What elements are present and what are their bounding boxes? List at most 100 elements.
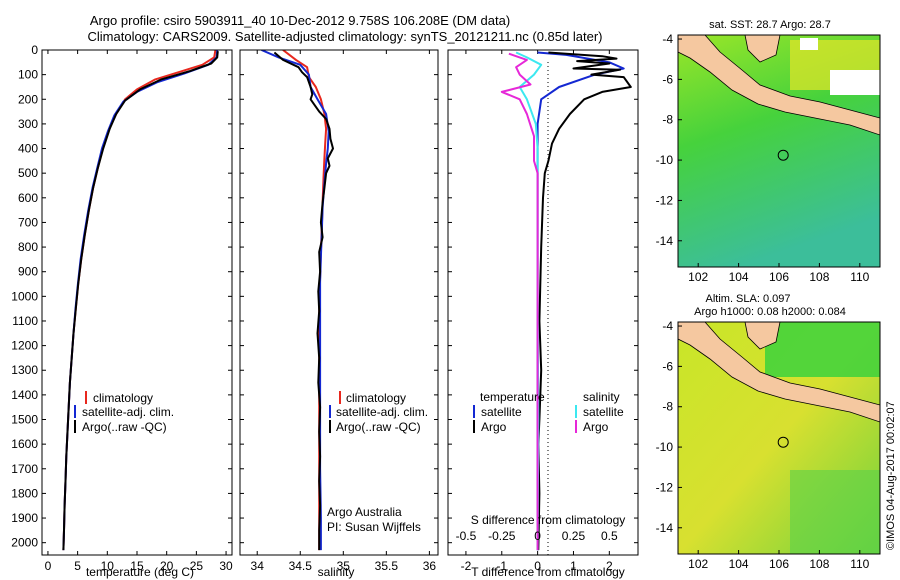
map-x-tick-label: 110 xyxy=(850,270,869,284)
sla-high-patch xyxy=(765,322,880,377)
s-diff-tick-label: 0.25 xyxy=(562,529,586,543)
map-x-tick-label: 108 xyxy=(809,270,829,284)
legend-satellite: satellite-adj. clim. xyxy=(82,405,174,419)
map-x-tick-label: 102 xyxy=(688,557,708,571)
y-tick-label: 600 xyxy=(18,191,38,205)
legend-climatology: climatology xyxy=(93,391,153,405)
series-line-1-2 xyxy=(273,51,334,551)
map-y-tick-label: -8 xyxy=(662,400,673,414)
map-y-tick-label: -8 xyxy=(662,113,673,127)
figure-title-line1: Argo profile: csiro 5903911_40 10-Dec-20… xyxy=(90,13,510,28)
temperature-frame xyxy=(41,49,233,556)
y-tick-label: 100 xyxy=(18,68,38,82)
x-tick-label: 30 xyxy=(219,559,233,573)
s-diff-tick-label: -0.25 xyxy=(488,529,516,543)
t-diff-xlabel: T difference from climatology xyxy=(471,565,625,579)
y-tick-label: 400 xyxy=(18,142,38,156)
x-tick-label: 35.5 xyxy=(375,559,399,573)
sla-map: Altim. SLA: 0.097 Argo h1000: 0.08 h2000… xyxy=(656,293,881,571)
s-diff-xlabel: S difference from climatology xyxy=(471,513,626,527)
x-tick-label: 34.5 xyxy=(289,559,313,573)
sla-map-title-line1: Altim. SLA: 0.097 xyxy=(706,293,791,305)
y-tick-label: 1700 xyxy=(11,462,38,476)
legend-argo: Argo(..raw -QC) xyxy=(82,420,167,434)
s-diff-tick-label: -0.5 xyxy=(456,529,477,543)
s-diff-tick-label: 0.5 xyxy=(601,529,618,543)
difference-panel: -2 -1 0 1 2 T difference from climatology S … xyxy=(447,49,639,579)
y-tick-label: 1100 xyxy=(12,314,38,328)
series-line-2-1 xyxy=(537,51,632,551)
y-tick-label: 300 xyxy=(18,117,38,131)
map-y-tick-label: -6 xyxy=(662,359,673,373)
legend-climatology: climatology xyxy=(346,391,406,405)
temperature-legend: climatology satellite-adj. clim. Argo(..… xyxy=(74,391,174,434)
sumatra-land xyxy=(744,35,781,63)
salinity-frame xyxy=(239,49,439,556)
imos-footer: ©IMOS 04-Aug-2017 00:02:07 xyxy=(885,401,897,550)
map-y-tick-label: -4 xyxy=(662,32,673,46)
map-x-tick-label: 104 xyxy=(729,557,749,571)
missing-data xyxy=(800,38,818,50)
sla-south-patch xyxy=(790,470,880,554)
map-x-tick-label: 108 xyxy=(809,557,829,571)
s-diff-tick-label: 0 xyxy=(534,529,541,543)
salinity-panel: 34 34.5 35 35.5 36 salinity climatology sate… xyxy=(239,49,439,579)
salinity-legend: climatology satellite-adj. clim. Argo(..… xyxy=(329,391,428,434)
x-tick-label: 0 xyxy=(534,559,541,573)
legend-t-argo: Argo xyxy=(481,420,507,434)
java-land xyxy=(678,35,880,136)
y-tick-label: 1400 xyxy=(11,388,38,402)
map-y-tick-label: -14 xyxy=(656,234,674,248)
y-tick-label: 1800 xyxy=(11,486,38,500)
argo-position-marker xyxy=(777,436,789,448)
x-tick-label: 35 xyxy=(337,559,351,573)
y-tick-label: 1200 xyxy=(11,339,38,353)
y-tick-label: 800 xyxy=(18,240,38,254)
x-tick-label: 5 xyxy=(74,559,81,573)
y-tick-label: 900 xyxy=(18,265,38,279)
legend-s-argo: Argo xyxy=(583,420,609,434)
java-land xyxy=(678,322,880,423)
x-tick-label: 10 xyxy=(101,559,115,573)
map-y-tick-label: -14 xyxy=(656,521,674,535)
x-tick-label: 34 xyxy=(251,559,265,573)
x-tick-label: -1 xyxy=(496,559,507,573)
difference-legend: temperature satellite Argo salinity sate… xyxy=(473,390,624,434)
legend-s-satellite: satellite xyxy=(583,405,624,419)
map-y-tick-label: -12 xyxy=(656,193,674,207)
x-tick-label: 2 xyxy=(606,559,613,573)
legend-t-satellite: satellite xyxy=(481,405,522,419)
y-tick-label: 1900 xyxy=(11,511,38,525)
figure-title-line2: Climatology: CARS2009. Satellite-adjuste… xyxy=(88,29,603,44)
x-tick-label: 20 xyxy=(160,559,174,573)
series-line-2-0 xyxy=(536,51,625,551)
temperature-xlabel: temperature (deg C) xyxy=(86,565,194,579)
sst-map-title: sat. SST: 28.7 Argo: 28.7 xyxy=(709,19,831,31)
legend-salinity-heading: salinity xyxy=(583,390,620,404)
series-line-0-2 xyxy=(62,51,219,551)
x-tick-label: -2 xyxy=(461,559,472,573)
x-tick-label: 25 xyxy=(190,559,204,573)
series-line-0-1 xyxy=(62,50,219,551)
y-tick-label: 200 xyxy=(18,92,38,106)
map-y-tick-label: -4 xyxy=(662,319,673,333)
series-line-0-0 xyxy=(62,50,217,551)
map-x-tick-label: 106 xyxy=(769,270,789,284)
argo-position-marker xyxy=(777,149,789,161)
x-tick-label: 15 xyxy=(130,559,144,573)
y-tick-label: 700 xyxy=(18,215,38,229)
series-line-2-3 xyxy=(500,52,539,551)
y-tick-label: 1000 xyxy=(11,289,38,303)
map-x-tick-label: 104 xyxy=(729,270,749,284)
x-tick-label: 0 xyxy=(45,559,52,573)
legend-satellite: satellite-adj. clim. xyxy=(336,405,428,419)
y-tick-label: 1500 xyxy=(11,413,38,427)
map-x-tick-label: 106 xyxy=(769,557,789,571)
x-tick-label: 1 xyxy=(570,559,577,573)
map-y-tick-label: -6 xyxy=(662,72,673,86)
missing-data xyxy=(830,70,880,95)
map-y-tick-label: -10 xyxy=(656,153,674,167)
y-tick-label: 2000 xyxy=(11,536,38,550)
sla-map-title-line2: Argo h1000: 0.08 h2000: 0.084 xyxy=(694,306,846,318)
y-tick-label: 1300 xyxy=(11,363,38,377)
